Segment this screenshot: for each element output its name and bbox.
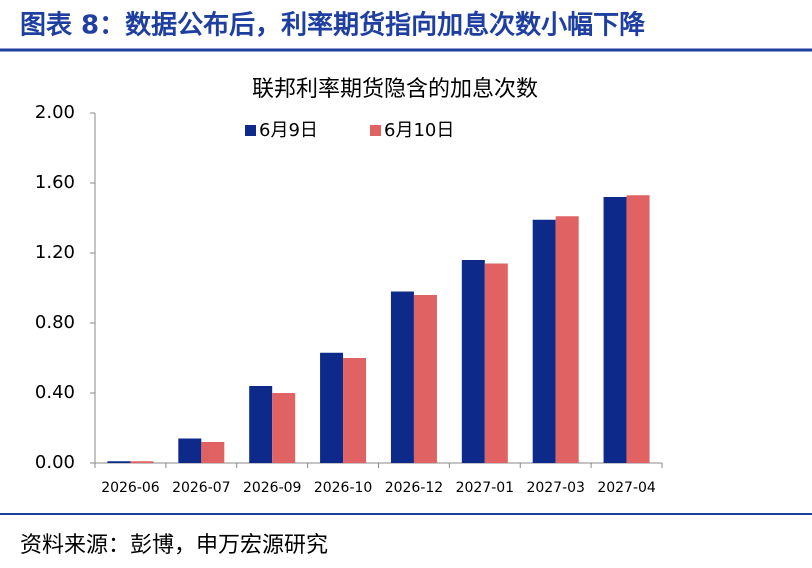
y-tick-label: 0.80 (35, 312, 75, 333)
x-tick-label: 2027-01 (456, 480, 515, 496)
legend-label: 6月10日 (384, 120, 454, 141)
x-tick-label: 2026-06 (101, 480, 160, 496)
x-tick-label: 2027-04 (597, 480, 656, 496)
bar (343, 358, 367, 463)
bar (532, 219, 556, 463)
bar (249, 386, 273, 463)
x-tick-label: 2026-07 (172, 480, 231, 496)
y-tick-label: 1.60 (35, 172, 75, 193)
legend-swatch (370, 125, 381, 136)
bar (390, 291, 414, 463)
bar (178, 438, 202, 463)
bar (603, 197, 627, 463)
y-tick-label: 1.20 (35, 242, 75, 263)
legend-swatch (245, 125, 256, 136)
bar (320, 352, 344, 463)
chart-title: 联邦利率期货隐含的加息次数 (252, 77, 538, 102)
bar (555, 216, 579, 463)
x-tick-label: 2026-10 (314, 480, 373, 496)
x-tick-label: 2027-03 (526, 480, 585, 496)
bar (626, 195, 650, 463)
bar (461, 260, 485, 463)
bar (413, 295, 437, 463)
x-tick-label: 2026-09 (243, 480, 302, 496)
bar (130, 461, 154, 463)
source: 资料来源：彭博，申万宏源研究 (20, 533, 328, 558)
bar (484, 263, 508, 463)
legend-label: 6月9日 (259, 120, 318, 141)
bar (107, 461, 131, 463)
y-tick-label: 2.00 (35, 102, 75, 123)
page-title: 图表 8：数据公布后，利率期货指向加息次数小幅下降 (20, 10, 646, 41)
x-tick-label: 2026-12 (385, 480, 444, 496)
y-tick-label: 0.40 (35, 382, 75, 403)
bar (272, 393, 296, 463)
bar (201, 442, 225, 463)
y-tick-label: 0.00 (35, 452, 75, 473)
